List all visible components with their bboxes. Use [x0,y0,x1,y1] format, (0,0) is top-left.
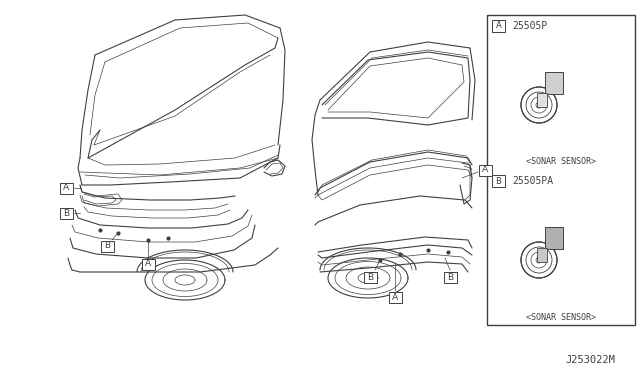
Text: A: A [482,166,488,174]
Text: B: B [447,273,453,282]
Bar [545,72,563,94]
Text: <SONAR SENSOR>: <SONAR SENSOR> [526,157,596,167]
Text: A: A [63,183,69,192]
Bar [492,175,505,187]
Bar [141,259,154,269]
Text: B: B [63,208,69,218]
Bar [100,241,113,251]
Bar [364,272,376,282]
Text: A: A [392,292,398,301]
Bar [479,164,492,176]
Bar [492,20,505,32]
Bar [388,292,401,302]
Bar [537,248,547,262]
Bar [487,15,635,325]
Bar [537,93,547,107]
Text: 25505PA: 25505PA [512,176,553,186]
Bar [60,183,72,193]
Bar [60,208,72,218]
Bar [444,272,456,282]
Text: A: A [495,22,501,31]
Text: B: B [104,241,110,250]
Text: J253022M: J253022M [565,355,615,365]
Text: <SONAR SENSOR>: <SONAR SENSOR> [526,312,596,321]
Bar [545,227,563,249]
Text: B: B [495,176,501,186]
Text: B: B [367,273,373,282]
Text: 25505P: 25505P [512,21,547,31]
Text: A: A [145,260,151,269]
